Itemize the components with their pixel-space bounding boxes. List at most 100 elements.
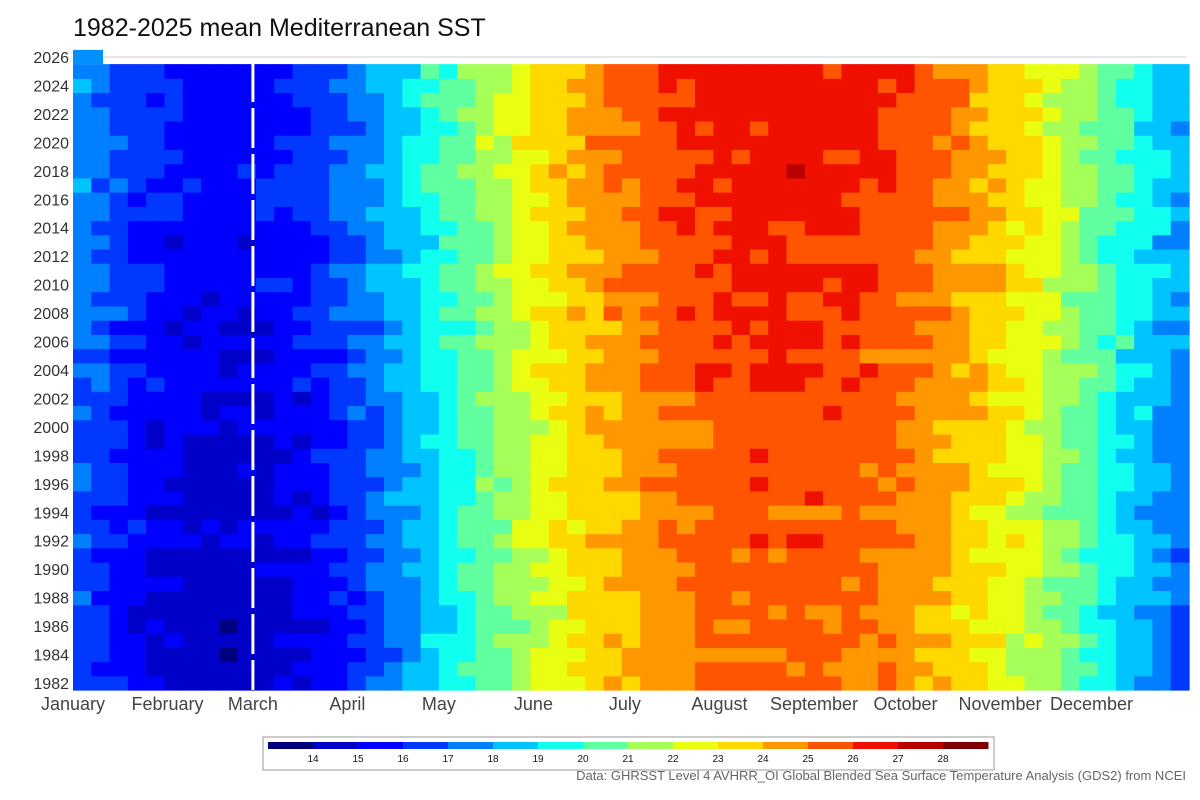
heatmap-cell: [658, 78, 678, 94]
heatmap-cell: [274, 405, 294, 421]
heatmap-cell: [987, 618, 1007, 634]
y-tick-label: 1988: [33, 591, 69, 608]
heatmap-cell: [255, 576, 275, 592]
heatmap-cell: [566, 78, 586, 94]
heatmap-cell: [365, 192, 385, 207]
heatmap-cell: [292, 192, 312, 207]
heatmap-cell: [493, 320, 513, 335]
heatmap-cell: [585, 419, 605, 435]
heatmap-cell: [585, 220, 605, 236]
heatmap-cell: [1060, 320, 1080, 335]
heatmap-cell: [823, 647, 843, 663]
heatmap-cell: [658, 177, 678, 193]
heatmap-cell: [878, 78, 897, 94]
heatmap-cell: [932, 547, 952, 563]
heatmap-cell: [621, 661, 641, 677]
heatmap-cell: [402, 661, 422, 677]
heatmap-cell: [1006, 348, 1025, 364]
heatmap-cell: [1115, 277, 1135, 293]
heatmap-cell: [475, 547, 495, 563]
heatmap-cell: [512, 92, 531, 108]
heatmap-cell: [603, 234, 623, 250]
heatmap-cell: [347, 263, 367, 279]
heatmap-cell: [676, 348, 696, 364]
heatmap-cell: [1097, 64, 1117, 79]
heatmap-cell: [621, 249, 641, 264]
heatmap-cell: [1152, 78, 1172, 94]
heatmap-cell: [987, 419, 1007, 435]
heatmap-cell: [438, 462, 458, 478]
heatmap-cell: [255, 149, 275, 165]
heatmap-cell: [384, 505, 403, 520]
heatmap-cell: [548, 533, 568, 549]
heatmap-cell: [457, 177, 477, 193]
heatmap-cell: [658, 277, 678, 293]
heatmap-cell: [1006, 163, 1025, 179]
heatmap-cell: [932, 562, 952, 577]
heatmap-cell: [347, 462, 367, 478]
heatmap-cell: [1060, 661, 1080, 677]
heatmap-cell: [365, 476, 385, 492]
heatmap-cell: [512, 434, 531, 449]
heatmap-cell: [695, 249, 714, 264]
heatmap-cell: [1134, 462, 1154, 478]
heatmap-cell: [127, 78, 147, 94]
heatmap-cell: [329, 78, 349, 94]
heatmap-cell: [347, 576, 367, 592]
heatmap-cell: [676, 590, 696, 606]
heatmap-cell: [274, 647, 294, 663]
heatmap-cell: [585, 391, 605, 407]
heatmap-cell: [951, 206, 971, 222]
heatmap-cell: [530, 234, 550, 250]
heatmap-cell: [695, 121, 714, 136]
heatmap-cell: [878, 576, 897, 592]
heatmap-cell: [768, 647, 788, 663]
heatmap-cell: [219, 277, 239, 293]
heatmap-cell: [1079, 362, 1099, 378]
heatmap-cell: [91, 348, 111, 364]
heatmap-cell: [512, 177, 531, 193]
heatmap-cell: [621, 618, 641, 634]
heatmap-cell: [1079, 462, 1099, 478]
heatmap-cell: [786, 149, 806, 165]
heatmap-cell: [932, 590, 952, 606]
heatmap-cell: [530, 462, 550, 478]
heatmap-cell: [804, 519, 824, 535]
heatmap-cell: [896, 675, 916, 691]
heatmap-cell: [255, 64, 275, 79]
heatmap-cell: [1152, 192, 1172, 207]
heatmap-cell: [768, 106, 788, 122]
heatmap-cell: [292, 547, 312, 563]
heatmap-cell: [127, 675, 147, 691]
heatmap-cell: [73, 505, 92, 520]
y-tick-label: 2022: [33, 107, 69, 124]
heatmap-cell: [255, 533, 275, 549]
heatmap-cell: [932, 633, 952, 648]
heatmap-cell: [420, 92, 440, 108]
heatmap-cell: [365, 562, 385, 577]
heatmap-cell: [896, 348, 916, 364]
heatmap-cell: [676, 163, 696, 179]
heatmap-cell: [219, 234, 239, 250]
heatmap-cell: [969, 661, 989, 677]
heatmap-cell: [621, 135, 641, 150]
heatmap-cell: [1170, 320, 1190, 335]
heatmap-cell: [530, 448, 550, 463]
heatmap-cell: [402, 476, 422, 492]
heatmap-cell: [274, 234, 294, 250]
heatmap-cell: [731, 547, 751, 563]
heatmap-cell: [219, 192, 239, 207]
heatmap-cell: [329, 92, 349, 108]
heatmap-cell: [438, 263, 458, 279]
heatmap-cell: [457, 434, 477, 449]
heatmap-cell: [530, 547, 550, 563]
heatmap-cell: [1024, 434, 1044, 449]
heatmap-cell: [841, 291, 861, 307]
heatmap-cell: [658, 377, 678, 392]
heatmap-cell: [274, 618, 294, 634]
heatmap-cell: [951, 562, 971, 577]
heatmap-cell: [676, 121, 696, 136]
heatmap-cell: [493, 519, 513, 535]
heatmap-cell: [457, 576, 477, 592]
heatmap-cell: [914, 633, 934, 648]
